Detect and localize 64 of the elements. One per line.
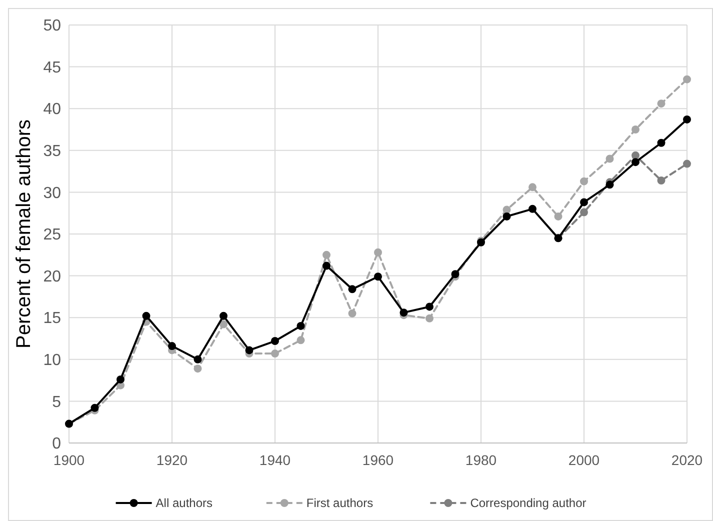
- point: [426, 302, 434, 311]
- legend-label: Corresponding author: [470, 496, 586, 510]
- legend-label: First authors: [306, 496, 374, 510]
- point: [528, 204, 536, 213]
- x-tick-label: 1960: [362, 452, 394, 468]
- x-tick-label: 1920: [156, 452, 188, 468]
- point: [632, 126, 640, 134]
- y-axis-title: Percent of female authors: [13, 119, 35, 349]
- point: [683, 115, 691, 124]
- x-tick-label: 1940: [259, 452, 291, 468]
- y-tick-label: 40: [43, 101, 62, 118]
- point: [426, 314, 434, 322]
- point: [245, 346, 254, 354]
- point: [296, 322, 305, 330]
- point: [502, 212, 511, 220]
- point: [90, 404, 99, 412]
- point: [296, 336, 305, 344]
- y-tick-label: 0: [52, 436, 62, 453]
- point: [554, 212, 562, 220]
- point: [683, 160, 691, 168]
- point: [374, 272, 382, 281]
- point: [271, 337, 279, 346]
- point: [194, 364, 202, 373]
- point: [683, 75, 691, 84]
- point: [374, 248, 382, 256]
- point: [606, 180, 614, 189]
- legend-label: All authors: [156, 496, 213, 510]
- y-tick-label: 50: [43, 18, 62, 35]
- point: [116, 375, 124, 384]
- point: [348, 285, 356, 294]
- point: [632, 158, 640, 166]
- x-tick-label: 1900: [53, 452, 85, 468]
- y-tick-label: 25: [43, 226, 62, 244]
- point: [271, 350, 279, 358]
- y-tick-label: 45: [43, 59, 62, 76]
- y-tick-label: 20: [43, 268, 62, 286]
- point: [580, 177, 588, 186]
- point: [451, 270, 460, 278]
- point: [194, 355, 202, 364]
- point: [220, 320, 228, 328]
- point: [142, 312, 150, 320]
- point: [632, 151, 640, 160]
- x-tick-label: 2020: [671, 452, 703, 468]
- point: [528, 183, 536, 192]
- point: [322, 250, 330, 259]
- point: [657, 100, 666, 108]
- point: [168, 342, 176, 350]
- point: [657, 138, 666, 147]
- x-tick-label: 2000: [568, 452, 600, 468]
- y-tick-label: 5: [52, 394, 62, 411]
- point: [580, 198, 588, 206]
- point: [220, 312, 228, 320]
- point: [657, 176, 666, 184]
- point: [348, 309, 356, 318]
- x-tick-label: 1980: [465, 452, 497, 468]
- point: [580, 208, 588, 216]
- y-tick-label: 10: [43, 352, 62, 369]
- y-tick-label: 15: [43, 310, 62, 328]
- y-tick-label: 35: [43, 143, 62, 160]
- point: [322, 262, 330, 270]
- y-tick-label: 30: [43, 184, 62, 202]
- point: [400, 308, 408, 317]
- point: [606, 154, 614, 163]
- point: [502, 206, 511, 214]
